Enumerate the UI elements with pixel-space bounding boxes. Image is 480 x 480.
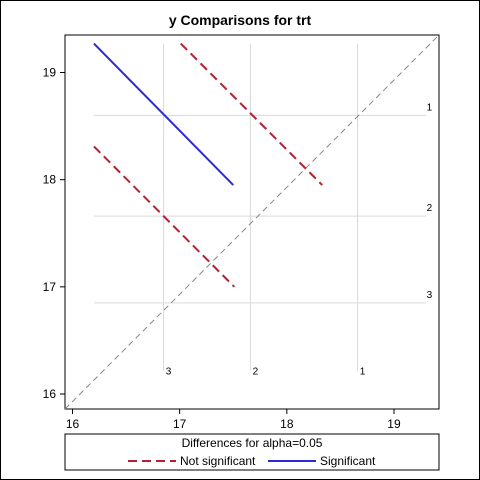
- v-ref-label-2: 2: [253, 366, 259, 377]
- x-tick-label: 19: [387, 417, 401, 431]
- legend-title: Differences for alpha=0.05: [182, 436, 323, 450]
- y-tick-label: 19: [43, 66, 57, 80]
- legend-label-significant: Significant: [320, 454, 376, 468]
- diagonal-line: [65, 35, 439, 409]
- y-tick-label: 17: [43, 280, 57, 294]
- not-significant-segment-2: [94, 146, 234, 286]
- h-ref-label-1: 1: [427, 102, 433, 113]
- legend: Differences for alpha=0.05 Not significa…: [65, 434, 439, 470]
- not-significant-segment-1: [181, 44, 322, 185]
- x-tick-label: 17: [173, 417, 187, 431]
- x-tick-label: 18: [280, 417, 294, 431]
- h-ref-label-3: 3: [427, 290, 433, 301]
- h-ref-label-2: 2: [427, 203, 433, 214]
- chart-title: y Comparisons for trt: [169, 12, 312, 28]
- v-ref-label-1: 1: [360, 366, 366, 377]
- x-tick-label: 16: [66, 417, 80, 431]
- y-tick-label: 18: [43, 173, 57, 187]
- y-tick-label: 16: [43, 387, 57, 401]
- v-ref-label-3: 3: [166, 366, 172, 377]
- legend-label-not-significant: Not significant: [180, 454, 256, 468]
